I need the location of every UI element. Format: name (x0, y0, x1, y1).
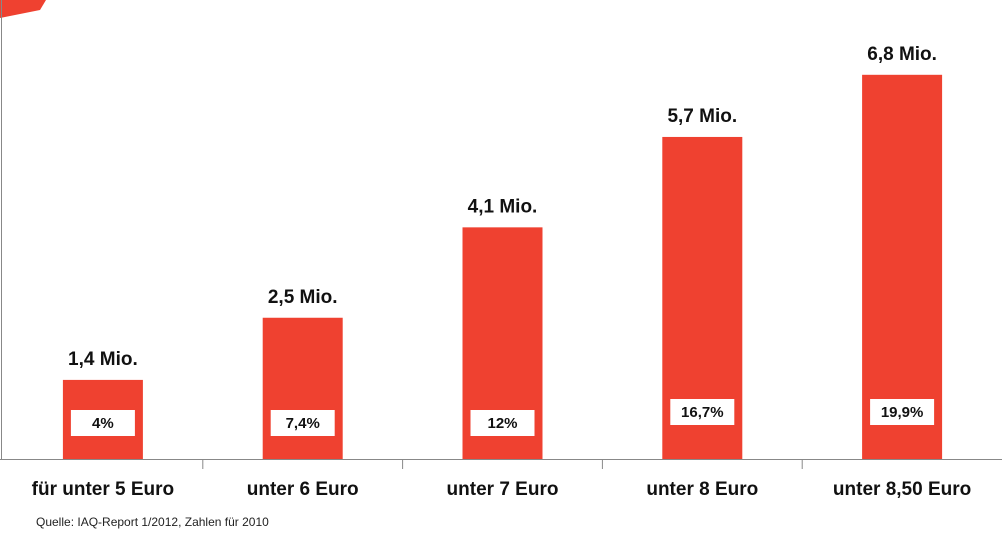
x-tick-label: unter 6 Euro (247, 479, 359, 500)
share-box (470, 410, 535, 436)
corner-decoration (0, 0, 46, 18)
x-tick-label: unter 8,50 Euro (833, 479, 971, 500)
x-tick-label: unter 8 Euro (646, 479, 758, 500)
value-label: 2,5 Mio. (268, 287, 338, 308)
bar (862, 74, 943, 460)
value-label: 4,1 Mio. (468, 196, 538, 217)
share-box (670, 399, 735, 425)
share-label: 7,4% (286, 415, 320, 432)
share-label: 16,7% (681, 404, 724, 421)
value-label: 6,8 Mio. (867, 44, 937, 65)
x-tick-label: für unter 5 Euro (32, 479, 175, 500)
share-box (870, 399, 935, 425)
x-tick-label: unter 7 Euro (447, 479, 559, 500)
value-label: 1,4 Mio. (68, 349, 138, 370)
share-box (70, 410, 135, 436)
source-note: Quelle: IAQ-Report 1/2012, Zahlen für 20… (36, 515, 269, 529)
share-label: 12% (487, 415, 517, 432)
share-label: 19,9% (881, 404, 924, 421)
share-label: 4% (92, 415, 114, 432)
bar (262, 317, 343, 459)
value-label: 5,7 Mio. (667, 106, 737, 127)
share-box (270, 410, 335, 436)
